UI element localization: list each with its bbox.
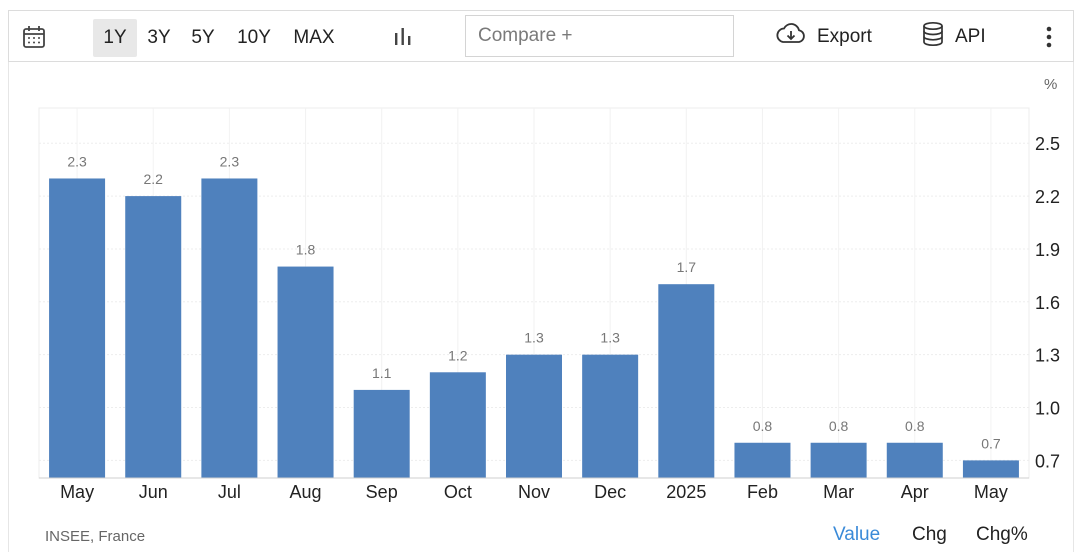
data-label: 1.3 [600, 330, 620, 346]
range-3y-button[interactable]: 3Y [147, 27, 171, 48]
vertical-dots-icon[interactable] [1039, 23, 1059, 51]
unit-label: % [1044, 76, 1058, 93]
data-label: 2.3 [220, 153, 240, 169]
bar [125, 196, 182, 478]
source-label: INSEE, France [45, 528, 146, 545]
data-label: 0.7 [981, 435, 1001, 451]
export-label: Export [817, 26, 872, 47]
x-tick-label: Mar [823, 482, 854, 502]
mode-chg-button[interactable]: Chg [912, 524, 947, 545]
data-label: 2.3 [67, 153, 87, 169]
range-5y-button[interactable]: 5Y [191, 27, 215, 48]
x-tick-label: Apr [901, 482, 929, 502]
calendar-icon[interactable] [21, 24, 47, 50]
y-tick-label: 2.5 [1035, 134, 1060, 154]
api-label: API [955, 26, 986, 47]
bar [734, 442, 791, 478]
compare-placeholder: Compare + [478, 25, 573, 46]
mode-chg-percent-button[interactable]: Chg% [976, 524, 1028, 545]
database-icon [921, 21, 945, 53]
export-button[interactable]: Export [775, 19, 872, 55]
x-tick-label: Feb [747, 482, 778, 502]
chart-toolbar: 1Y 3Y 5Y 10Y MAX Compare + Export [8, 10, 1074, 62]
data-label: 1.8 [296, 242, 316, 258]
bar [429, 372, 486, 478]
x-tick-label: Oct [444, 482, 472, 502]
mode-value-button[interactable]: Value [833, 524, 881, 545]
api-button[interactable]: API [921, 19, 986, 55]
bar-chart: 2.5 2.2 1.9 1.6 1.3 1.0 0.7 2.3 May 2.2 Jun 2.3 Jul 1… [38, 107, 1060, 502]
x-tick-label: Dec [594, 482, 626, 502]
y-tick-label: 1.0 [1035, 399, 1060, 419]
y-tick-label: 0.7 [1035, 451, 1060, 471]
cloud-download-icon [775, 22, 807, 52]
data-label: 1.7 [677, 259, 697, 275]
y-tick-label: 1.9 [1035, 240, 1060, 260]
bar [658, 284, 715, 478]
bar [49, 178, 106, 478]
bar [201, 178, 258, 478]
y-tick-label: 1.3 [1035, 346, 1060, 366]
compare-input[interactable]: Compare + [465, 15, 734, 57]
bar [962, 460, 1019, 478]
bar [506, 354, 562, 478]
x-tick-label: Jun [139, 482, 168, 502]
bar [353, 389, 410, 478]
x-tick-label: May [60, 482, 94, 502]
bar [582, 354, 639, 478]
data-label: 0.8 [753, 418, 773, 434]
bar-chart-icon[interactable] [391, 25, 415, 49]
data-label: 0.8 [905, 418, 925, 434]
x-tick-label: Sep [366, 482, 398, 502]
range-10y-button[interactable]: 10Y [237, 27, 271, 48]
data-label: 1.3 [524, 330, 544, 346]
x-tick-label: May [974, 482, 1008, 502]
y-tick-label: 2.2 [1035, 187, 1060, 207]
range-max-button[interactable]: MAX [293, 27, 335, 48]
x-tick-label: Aug [290, 482, 322, 502]
data-label: 2.2 [143, 171, 163, 187]
x-tick-label: 2025 [666, 482, 706, 502]
x-tick-label: Nov [518, 482, 550, 502]
data-label: 1.1 [372, 365, 392, 381]
chart-panel: 2.5 2.2 1.9 1.6 1.3 1.0 0.7 2.3 May 2.2 Jun 2.3 Jul 1… [8, 62, 1074, 552]
x-tick-label: Jul [218, 482, 241, 502]
y-tick-label: 1.6 [1035, 293, 1060, 313]
data-label: 1.2 [448, 347, 468, 363]
bar [810, 442, 867, 478]
range-1y-button[interactable]: 1Y [93, 19, 137, 57]
data-label: 0.8 [829, 418, 849, 434]
bar [277, 266, 334, 478]
bar [886, 442, 943, 478]
